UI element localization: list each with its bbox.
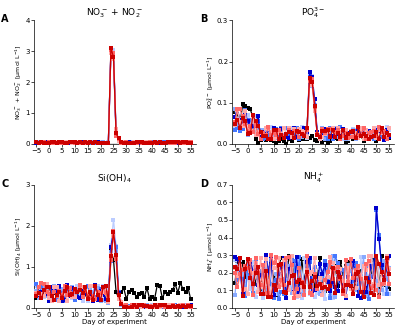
Text: D: D xyxy=(200,178,208,189)
Text: B: B xyxy=(200,14,207,24)
Y-axis label: NH$_4^+$ [μmol L$^{-1}$]: NH$_4^+$ [μmol L$^{-1}$] xyxy=(205,221,216,272)
Text: A: A xyxy=(1,14,9,24)
Title: NO$_3^-$ + NO$_2^-$: NO$_3^-$ + NO$_2^-$ xyxy=(86,7,143,21)
Title: NH$_4^+$: NH$_4^+$ xyxy=(303,170,324,185)
X-axis label: Day of experiment: Day of experiment xyxy=(281,319,346,325)
Text: C: C xyxy=(1,178,8,189)
Y-axis label: NO$_3^-$ + NO$_2^-$ [μmol L$^{-1}$]: NO$_3^-$ + NO$_2^-$ [μmol L$^{-1}$] xyxy=(13,44,24,120)
Y-axis label: Si(OH)$_4$ [μmol L$^{-1}$]: Si(OH)$_4$ [μmol L$^{-1}$] xyxy=(13,217,24,276)
Title: Si(OH)$_4$: Si(OH)$_4$ xyxy=(97,172,132,185)
Title: PO$_4^{3-}$: PO$_4^{3-}$ xyxy=(301,6,326,21)
X-axis label: Day of experiment: Day of experiment xyxy=(82,319,147,325)
Y-axis label: PO$_4^{3-}$ [μmol L$^{-1}$]: PO$_4^{3-}$ [μmol L$^{-1}$] xyxy=(205,56,216,109)
